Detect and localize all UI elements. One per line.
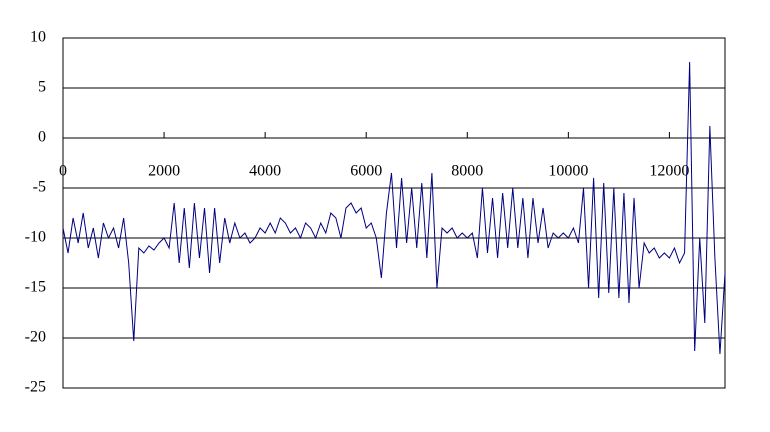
y-tick-label: -25 [25, 379, 46, 396]
x-tick-label: 0 [59, 163, 67, 180]
data-line [62, 61, 726, 355]
y-tick-label: -10 [25, 229, 46, 246]
y-tick-label: 5 [38, 79, 46, 96]
y-tick-label: 10 [30, 29, 46, 46]
y-tick-label: -5 [33, 179, 46, 196]
y-tick-label: 0 [38, 129, 46, 146]
x-tick-label: 2000 [148, 163, 180, 180]
x-tick-label: 10000 [548, 163, 588, 180]
x-tick-label: 4000 [249, 163, 281, 180]
x-tick-label: 8000 [451, 163, 483, 180]
x-tick-label: 12000 [649, 163, 689, 180]
x-tick-label: 6000 [350, 163, 382, 180]
y-tick-label: -20 [25, 329, 46, 346]
y-tick-label: -15 [25, 279, 46, 296]
